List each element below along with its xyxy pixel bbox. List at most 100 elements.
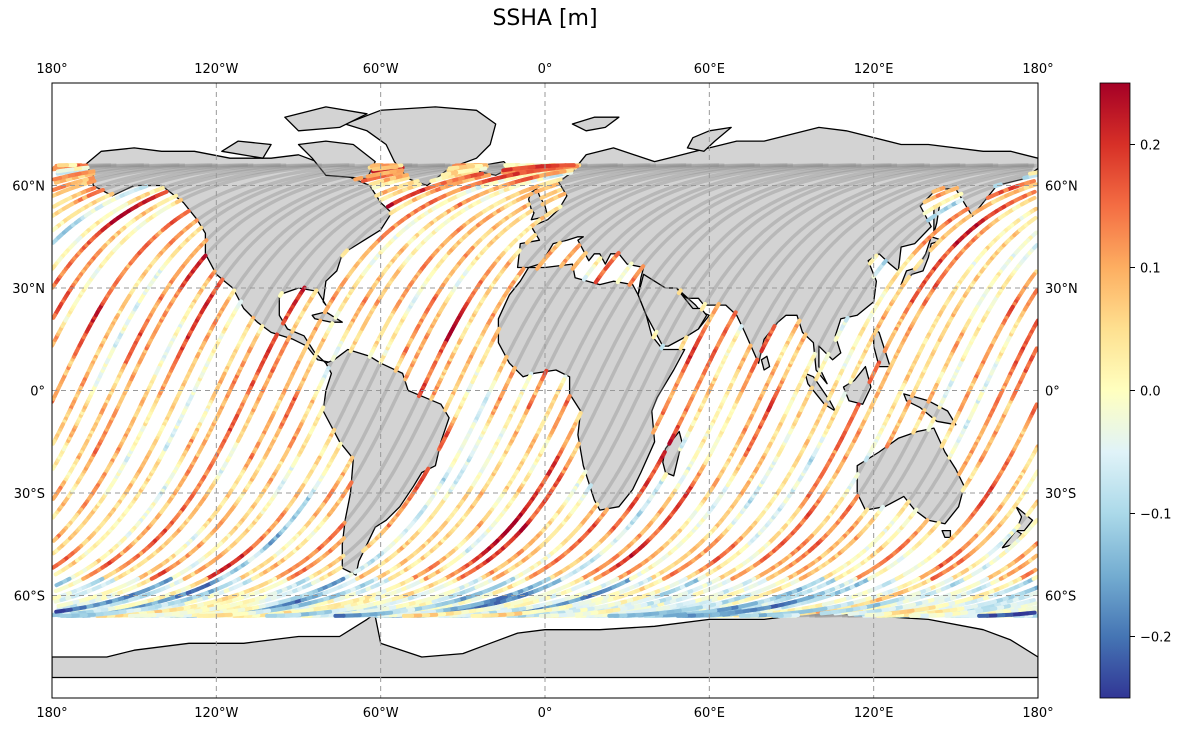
ssha-segment (1033, 288, 1038, 296)
ssha-track-1 (52, 165, 1038, 618)
ssha-segment (1032, 243, 1038, 250)
ssha-segment (322, 307, 329, 315)
ssha-segment (511, 366, 517, 373)
ssha-segment (86, 179, 97, 185)
ssha-segment (853, 494, 860, 501)
ssha-segment (566, 394, 572, 401)
ssha-segment (524, 191, 534, 198)
ssha-segment (1031, 574, 1038, 581)
ssha-segment (950, 186, 960, 192)
ssha-segment (1030, 216, 1038, 223)
ssha-segment (196, 225, 204, 233)
ssha-segment (285, 335, 292, 342)
ssha-segment (237, 299, 243, 306)
ssha-segment (557, 191, 567, 198)
ssha-segment (440, 171, 452, 177)
ssha-segment (581, 251, 588, 258)
ssha-segment (174, 198, 184, 205)
ssha-segment (311, 354, 317, 362)
land-south-america (322, 348, 450, 576)
ssha-segment (365, 173, 377, 179)
ssha-segment (587, 483, 593, 490)
ssha-segment (662, 472, 668, 479)
ssha-segment (965, 213, 973, 220)
land-borneo (842, 365, 872, 405)
ssha-segment (52, 536, 59, 543)
ssha-segment (929, 213, 937, 220)
land-svalbard (571, 116, 620, 132)
ssha-segment (399, 175, 410, 182)
ssha-segment (905, 274, 912, 282)
ssha-segment (1033, 346, 1038, 354)
ssha-segment (367, 352, 374, 359)
ssha-segment (374, 191, 383, 198)
ssha-segment (54, 581, 63, 588)
ssha-segment (424, 466, 431, 474)
ssha-segment (342, 248, 350, 255)
ssha-segment (515, 248, 522, 255)
ssha-segment (96, 187, 105, 194)
ssha-segment (278, 291, 284, 298)
land-victoria-island (221, 140, 272, 159)
ssha-segment (417, 391, 423, 399)
ssha-segment (530, 233, 537, 240)
ssha-segment (771, 324, 777, 331)
land-australia (856, 427, 965, 525)
ssha-segment (52, 439, 57, 446)
ssha-segment (1031, 553, 1038, 561)
ssha-segment (312, 288, 319, 296)
ssha-segment (183, 209, 191, 216)
ssha-segment (802, 332, 808, 340)
land-arabia (637, 273, 708, 347)
ssha-track-11 (55, 167, 1038, 618)
ssha-segment (392, 170, 404, 176)
ssha-segment (715, 302, 721, 309)
ssha-segment (1032, 518, 1038, 525)
ssha-segment (738, 324, 744, 331)
ssha-track-4 (52, 170, 1035, 618)
ssha-segment (306, 338, 312, 345)
land-ellesmere (284, 106, 368, 132)
chart-title: SSHA [m] (492, 6, 598, 31)
ssha-segment (201, 253, 208, 261)
ssha-segment (562, 170, 574, 176)
ssha-segment (319, 405, 326, 413)
ssha-segment (575, 441, 581, 449)
ssha-segment (543, 211, 552, 218)
ssha-segment (912, 507, 919, 515)
ssha-segment (56, 602, 67, 608)
ssha-segment (1029, 591, 1038, 597)
ssha-segment (639, 264, 646, 271)
ssha-segment (555, 240, 562, 248)
ssha-segment (1028, 173, 1038, 179)
ssha-segment (159, 189, 169, 196)
ssha-segment (138, 184, 149, 190)
ssha-segment (1027, 601, 1038, 607)
ssha-segment (955, 198, 964, 205)
ssha-segment (934, 520, 941, 528)
ssha-segment (603, 507, 609, 515)
ssha-segment (339, 536, 346, 543)
ssha-segment (906, 399, 912, 407)
ssha-segment (753, 357, 760, 365)
ssha-segment (495, 326, 502, 334)
ssha-segment (1028, 195, 1037, 202)
ssha-segment (659, 343, 665, 351)
ssha-segment (480, 173, 492, 179)
ssha-segment (847, 611, 860, 617)
land-africa (497, 263, 686, 511)
ssha-segment (930, 416, 936, 424)
ssha-segment (258, 324, 265, 331)
ssha-segment (917, 258, 924, 266)
ssha-segment (825, 352, 831, 359)
ssha-tracks-layer (52, 163, 1038, 618)
land-new-zealand-south (1001, 529, 1023, 549)
ssha-segment (328, 321, 335, 329)
ssha-segment (1033, 469, 1038, 477)
ssha-segment (347, 480, 354, 488)
ssha-segment (614, 251, 621, 258)
ssha-segment (881, 258, 888, 266)
ssha-track-6 (133, 240, 562, 618)
ssha-track-0 (52, 163, 1038, 618)
